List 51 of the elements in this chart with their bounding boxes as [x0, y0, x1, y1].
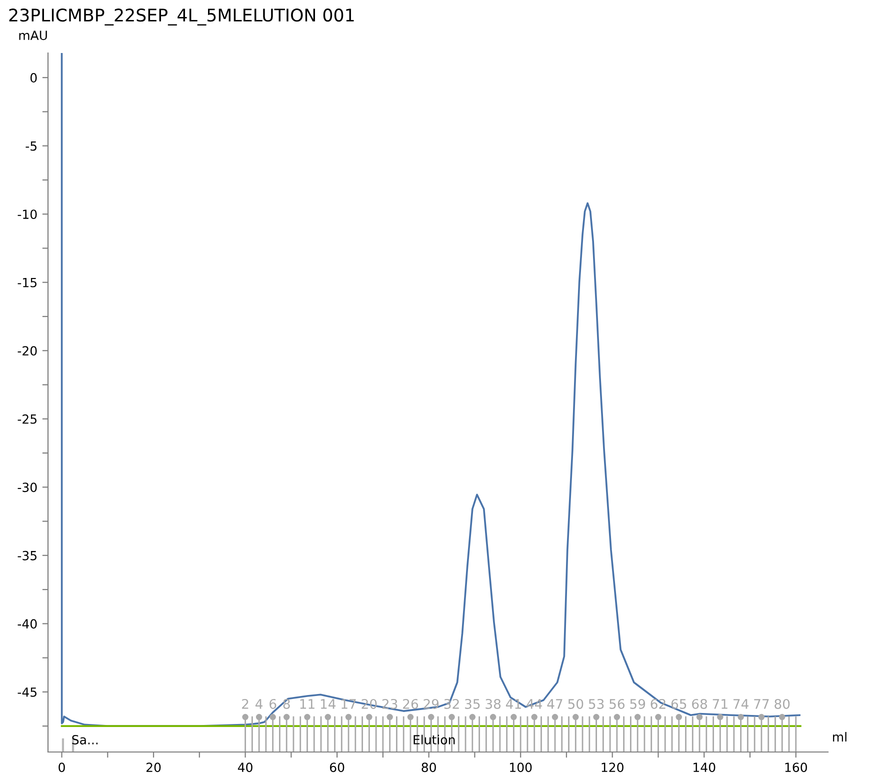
x2-tick-label: 53: [588, 698, 604, 709]
x2-tick-label: 71: [712, 699, 728, 709]
x2-tick-label: 2: [242, 698, 248, 709]
y-tick-label: -5: [26, 141, 36, 151]
y-tick-label: -20: [18, 346, 37, 356]
y-tick-label: -15: [18, 278, 36, 288]
y-tick-label: -30: [18, 482, 37, 492]
x2-tick-label: 50: [568, 698, 584, 709]
x2-tick-label: 23: [382, 698, 398, 709]
x-axis-title: ml: [833, 732, 846, 742]
x-tick-label: 80: [422, 762, 436, 772]
chart-title: 23PLICMBP_22SEP_4L_5MLELUTION 001: [9, 8, 354, 26]
x2-tick-label: 17: [342, 699, 356, 709]
x2-tick-label: 38: [486, 698, 501, 709]
x2-tick-label: 26: [403, 698, 418, 709]
x2-tick-label: 77: [754, 699, 769, 709]
x-tick-label: 140: [694, 762, 716, 772]
x2-tick-label: 41: [506, 699, 521, 709]
annotation: Elution: [414, 734, 455, 744]
x2-tick-label: 74: [734, 699, 748, 709]
x2-tick-label: 32: [444, 698, 459, 709]
x2-tick-label: 68: [692, 698, 708, 709]
y-tick-label: 0: [30, 73, 37, 82]
y-tick-label: -25: [18, 414, 36, 424]
x2-tick-label: 80: [774, 698, 790, 709]
y-tick-label: -45: [18, 688, 36, 697]
x-tick-label: 0: [58, 762, 65, 772]
x2-tick-label: 65: [671, 698, 686, 709]
x-tick-label: 60: [330, 762, 344, 772]
x2-tick-label: 8: [283, 698, 290, 709]
x2-tick-label: 35: [465, 698, 480, 709]
line-series: [60, 53, 800, 727]
x2-tick-label: 11: [300, 699, 314, 709]
x2-tick-label: 14: [320, 699, 336, 709]
x-tick-label: 40: [238, 762, 252, 772]
x2-tick-label: 47: [547, 699, 562, 709]
x2-tick-label: 59: [630, 698, 646, 709]
annotation: Sa...: [72, 734, 98, 744]
y-tick-label: -10: [18, 210, 37, 220]
x2-tick-label: 62: [650, 698, 666, 709]
x2-tick-label: 56: [610, 698, 625, 709]
y-tick-label: -35: [18, 550, 36, 560]
x-tick-label: 120: [602, 762, 624, 772]
x2-tick-label: 6: [270, 698, 276, 709]
x2-tick-label: 4: [256, 699, 263, 709]
x-tick-label: 160: [785, 762, 807, 772]
x-tick-label: 20: [146, 762, 161, 772]
y-axis-title: mAU: [19, 30, 47, 40]
y-tick-label: -40: [18, 619, 37, 629]
x2-tick-label: 29: [424, 698, 439, 709]
x-tick-label: 100: [510, 762, 532, 772]
